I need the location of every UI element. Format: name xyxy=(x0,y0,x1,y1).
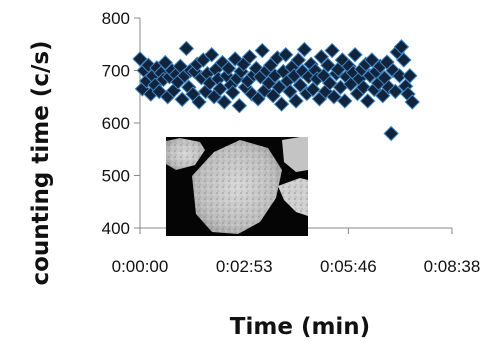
x-tick-label: 0:02:53 xyxy=(216,257,273,276)
x-tick-label: 0:08:38 xyxy=(424,257,481,276)
data-point xyxy=(220,60,237,77)
data-point xyxy=(337,93,353,109)
data-point xyxy=(250,91,266,107)
y-axis: 400 500 600 700 800 xyxy=(102,9,141,238)
x-tick-label: 0:00:00 xyxy=(112,257,169,276)
x-tick-label: 0:05:46 xyxy=(320,257,377,276)
data-point xyxy=(391,68,408,84)
data-point xyxy=(313,49,330,65)
data-point xyxy=(178,40,195,57)
data-point xyxy=(271,79,287,96)
data-point xyxy=(225,84,241,101)
data-point xyxy=(359,93,376,109)
data-point xyxy=(396,52,412,68)
data-point xyxy=(387,83,404,100)
data-point xyxy=(292,77,308,93)
y-tick-label: 800 xyxy=(102,9,130,28)
data-points xyxy=(132,39,420,142)
data-point xyxy=(305,81,321,98)
data-point xyxy=(254,42,270,59)
y-tick-label: 500 xyxy=(102,167,130,186)
data-point xyxy=(404,94,420,110)
data-point xyxy=(383,125,399,142)
data-point xyxy=(288,93,304,109)
data-point xyxy=(273,96,290,112)
data-point xyxy=(402,68,418,84)
data-point xyxy=(191,94,207,110)
data-point xyxy=(216,94,233,110)
data-point xyxy=(347,47,363,63)
data-point xyxy=(132,51,148,67)
data-point xyxy=(282,83,298,100)
data-point xyxy=(364,52,380,68)
y-tick-label: 700 xyxy=(102,62,130,81)
x-axis: 0:00:00 0:02:53 0:05:46 0:08:38 xyxy=(112,227,481,276)
x-axis-title: Time (min) xyxy=(230,314,370,340)
data-point xyxy=(290,52,307,68)
data-point xyxy=(355,79,372,96)
y-tick-label: 400 xyxy=(102,219,130,238)
y-axis-title: counting time (c/s) xyxy=(28,40,54,285)
data-point xyxy=(393,39,410,55)
data-point xyxy=(278,47,294,63)
inset-micrograph-image xyxy=(166,137,308,236)
data-point xyxy=(322,75,338,91)
y-tick-label: 600 xyxy=(102,114,130,133)
data-point xyxy=(241,49,258,65)
data-point xyxy=(203,47,220,63)
data-point xyxy=(324,42,340,59)
data-point xyxy=(231,97,248,114)
data-point xyxy=(296,41,313,58)
data-point xyxy=(174,91,190,108)
data-point xyxy=(326,89,342,105)
